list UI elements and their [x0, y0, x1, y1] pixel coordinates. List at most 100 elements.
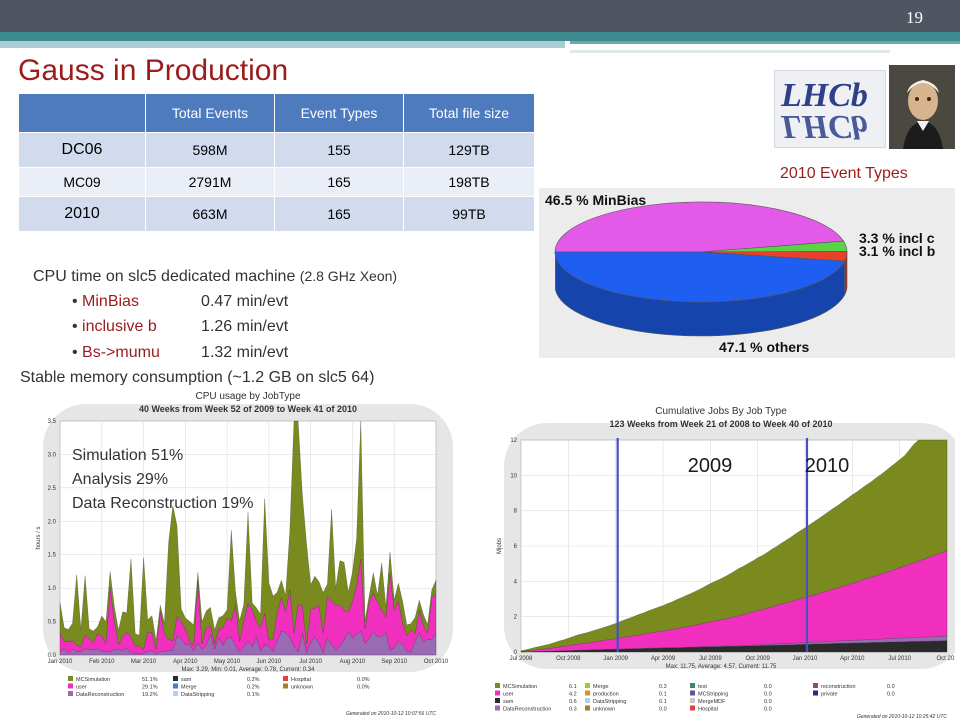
x-tick-label: May 2010 [214, 659, 241, 665]
chart-footer: Generated on 2010-10-12 10:25:42 UTC [857, 714, 947, 720]
table-cell: 165 [274, 196, 404, 232]
x-tick-label: Apr 2010 [173, 659, 198, 665]
series-area [520, 439, 948, 652]
table-row: MC09 2791M 165 198TB [18, 167, 535, 197]
pie-slice [554, 251, 846, 303]
legend-swatch [690, 683, 695, 688]
legend-label: MCSimulation [76, 677, 110, 683]
legend-swatch [813, 683, 818, 688]
legend-value: 0.0 [764, 684, 772, 690]
pie-label: 47.1 % others [719, 339, 809, 355]
y-tick-label: 4 [514, 579, 518, 585]
production-table: Total Events Event Types Total file size… [18, 93, 535, 232]
legend-value: 0.0 [659, 707, 667, 713]
lhcb-logo: LHCb LHCb [774, 70, 886, 148]
legend-label: DataReconstruction [503, 707, 551, 713]
legend-label: MCStripping [698, 692, 728, 698]
legend-swatch [495, 683, 500, 688]
cpu-overlay-text: Simulation 51% Analysis 29% Data Reconst… [72, 444, 253, 516]
y-tick-label: 6 [514, 544, 518, 550]
x-tick-label: Mar 2010 [131, 659, 157, 665]
legend-value: 0.0 [887, 684, 895, 690]
list-item: • Bs->mumu 1.32 min/evt [72, 344, 289, 361]
legend-label: reconstruction [821, 684, 856, 690]
x-tick-label: Jan 2010 [793, 656, 818, 662]
cpu-item-value: 1.26 min/evt [201, 318, 289, 335]
legend-label: user [76, 685, 87, 691]
x-tick-label: Oct 2010 [424, 659, 449, 665]
y-tick-label: 2 [514, 615, 518, 621]
x-tick-label: Oct 201 [936, 656, 955, 662]
legend-label: unknown [593, 707, 615, 713]
x-tick-label: Jun 2010 [257, 659, 282, 665]
legend-value: 0.6 [569, 699, 577, 705]
chart-footer: Generated on 2010-10-12 10:07:56 UTC [346, 711, 436, 717]
pie-caption: 2010 Event Types [780, 165, 908, 182]
overlay-line: Simulation 51% [72, 447, 184, 464]
legend-value: 0.0 [887, 692, 895, 698]
table-header-cell [18, 93, 146, 133]
cpu-heading-text: CPU time on slc5 dedicated machine [33, 268, 300, 285]
header-stripe-light [0, 41, 565, 48]
y-tick-label: 3.0 [48, 452, 57, 458]
legend-label: private [821, 692, 838, 698]
pie-label: 3.1 % incl b [859, 243, 935, 259]
table-row-header: MC09 [18, 167, 146, 197]
gauss-portrait-image [889, 65, 955, 149]
table-cell: 165 [274, 167, 404, 197]
table-header-row: Total Events Event Types Total file size [18, 93, 535, 133]
x-tick-label: Oct 2008 [556, 656, 581, 662]
table-cell: 663M [145, 196, 275, 232]
legend-value: 0.0% [357, 685, 370, 691]
legend-swatch [690, 698, 695, 703]
year-label: 2010 [805, 455, 850, 477]
table-row-header: DC06 [18, 132, 146, 168]
legend-swatch [68, 683, 73, 689]
watermark-shape [43, 404, 453, 672]
watermark-shape [504, 423, 960, 669]
x-tick-label: Oct 2009 [745, 656, 770, 662]
header-rule [570, 50, 890, 53]
legend-label: sam [503, 699, 514, 705]
slide-title: Gauss in Production [18, 54, 289, 87]
legend-value: 0.3 [569, 707, 577, 713]
y-tick-label: 0.0 [48, 653, 57, 659]
legend-swatch [68, 676, 73, 681]
y-tick-label: 8 [514, 509, 518, 515]
legend-swatch [585, 705, 590, 711]
y-axis-label: hours / s [36, 526, 42, 549]
legend-label: MCSimulation [503, 684, 537, 690]
x-tick-label: Sep 2010 [381, 659, 407, 665]
legend-swatch [173, 676, 178, 681]
legend-label: unknown [291, 685, 313, 691]
legend-swatch [283, 683, 288, 689]
legend-value: 0.3 [659, 684, 667, 690]
y-tick-label: 0.5 [48, 620, 57, 626]
legend-value: 0.1 [659, 699, 667, 705]
table-row: 2010 663M 165 99TB [18, 196, 535, 232]
x-tick-label: Feb 2010 [89, 659, 115, 665]
legend-value: 0.0 [764, 692, 772, 698]
legend-label: Hospital [698, 707, 718, 713]
cpu-item-value: 1.32 min/evt [201, 344, 289, 361]
legend-label: Merge [181, 685, 197, 691]
legend-label: DataStripping [181, 692, 214, 698]
table-row: DC06 598M 155 129TB [18, 132, 535, 168]
y-tick-label: 1.0 [48, 586, 57, 592]
legend-label: sam [181, 677, 192, 683]
legend-value: 51.1% [142, 677, 158, 683]
legend-swatch [495, 698, 500, 703]
legend-value: 0.1 [659, 692, 667, 698]
legend-swatch [585, 683, 590, 688]
header-bar [0, 0, 960, 32]
legend-swatch [585, 698, 590, 703]
x-tick-label: Jul 2010 [888, 656, 911, 662]
legend-swatch [283, 676, 288, 681]
legend-swatch [690, 690, 695, 696]
legend-swatch [585, 690, 590, 696]
legend-label: DataStripping [593, 699, 626, 705]
legend-value: 6.1 [569, 684, 577, 690]
chart-title: Cumulative Jobs By Job Type [655, 406, 787, 417]
memory-note: Stable memory consumption (~1.2 GB on sl… [20, 369, 375, 386]
legend-label: Merge [593, 684, 609, 690]
